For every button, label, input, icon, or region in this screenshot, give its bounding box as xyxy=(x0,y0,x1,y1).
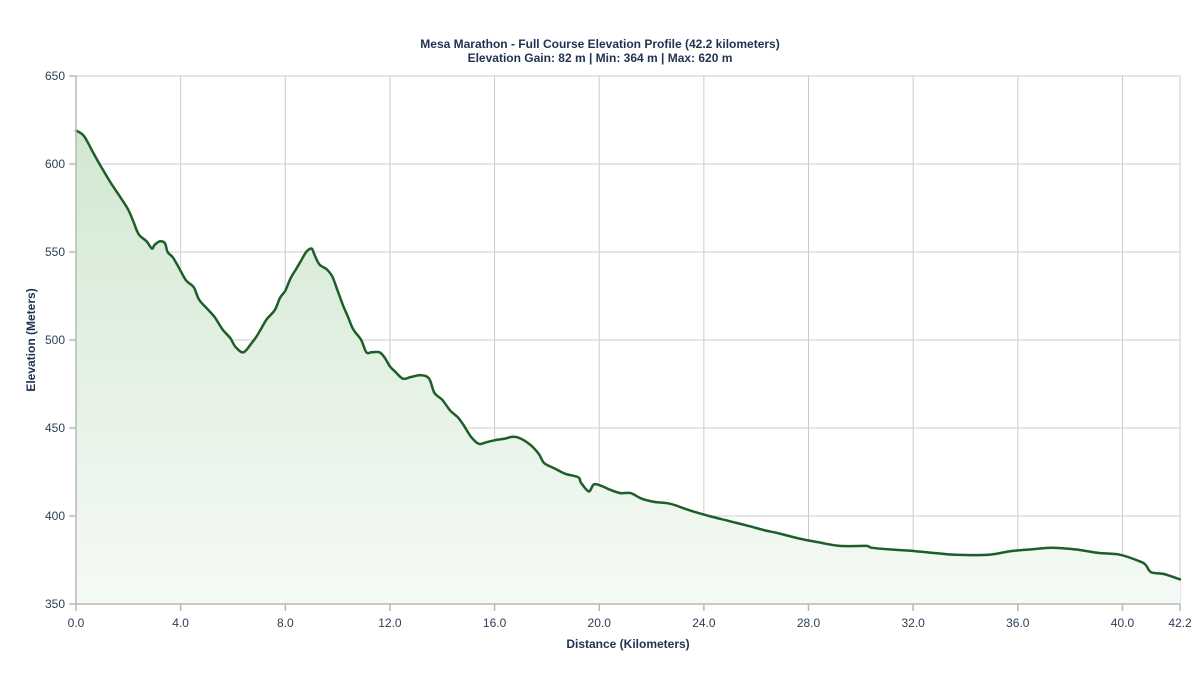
y-axis-ticks: 350 400 450 500 550 600 650 xyxy=(45,69,76,611)
x-tick-label: 20.0 xyxy=(588,616,612,630)
y-tick-label: 500 xyxy=(45,333,65,347)
y-tick-label: 450 xyxy=(45,421,65,435)
y-tick-label: 550 xyxy=(45,245,65,259)
x-tick-label: 12.0 xyxy=(378,616,402,630)
x-tick-label: 40.0 xyxy=(1111,616,1135,630)
x-tick-label: 8.0 xyxy=(277,616,294,630)
x-tick-label: 0.0 xyxy=(68,616,85,630)
y-tick-label: 600 xyxy=(45,157,65,171)
chart-subtitle: Elevation Gain: 82 m | Min: 364 m | Max:… xyxy=(468,51,733,65)
y-tick-label: 350 xyxy=(45,597,65,611)
elevation-area xyxy=(76,130,1180,604)
x-tick-label: 16.0 xyxy=(483,616,507,630)
elevation-line xyxy=(74,129,1182,581)
x-tick-label: 28.0 xyxy=(797,616,821,630)
y-axis-label: Elevation (Meters) xyxy=(24,288,38,391)
x-tick-label: 36.0 xyxy=(1006,616,1030,630)
x-tick-label: 42.2 xyxy=(1168,616,1192,630)
x-tick-label: 24.0 xyxy=(692,616,716,630)
x-axis-ticks: 0.0 4.0 8.0 12.0 16.0 20.0 24.0 28.0 32.0 36.0 40.… xyxy=(68,604,1192,630)
x-tick-label: 4.0 xyxy=(172,616,189,630)
y-tick-label: 650 xyxy=(45,69,65,83)
x-axis-label: Distance (Kilometers) xyxy=(566,637,689,651)
x-tick-label: 32.0 xyxy=(901,616,925,630)
y-tick-label: 400 xyxy=(45,509,65,523)
chart-title: Mesa Marathon - Full Course Elevation Pr… xyxy=(420,37,779,51)
